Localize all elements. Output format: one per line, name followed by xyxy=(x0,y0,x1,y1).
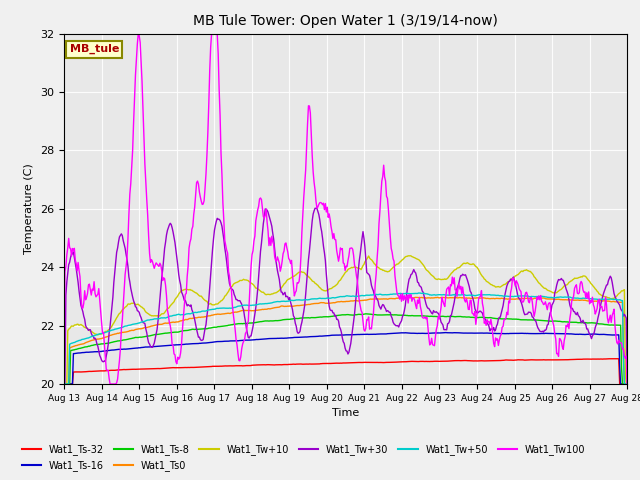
Wat1_Ts-16 xyxy=(315,333,323,339)
Line: Wat1_Ts-32: Wat1_Ts-32 xyxy=(64,359,627,384)
Wat1_Ts-16 xyxy=(205,340,212,346)
Line: Wat1_Tw+50: Wat1_Tw+50 xyxy=(64,293,627,384)
Wat1_Ts-32 xyxy=(436,359,444,364)
Wat1_Ts-16 xyxy=(60,381,68,387)
Wat1_Tw+50 xyxy=(415,290,422,296)
Wat1_Tw100 xyxy=(134,31,142,36)
Wat1_Ts-8 xyxy=(437,313,445,319)
Wat1_Tw+50 xyxy=(60,381,68,387)
Wat1_Tw+10 xyxy=(623,381,631,387)
Wat1_Ts0 xyxy=(205,313,212,319)
Wat1_Ts0 xyxy=(433,294,441,300)
Wat1_Ts-32 xyxy=(484,358,492,364)
Wat1_Tw+30 xyxy=(316,216,324,222)
Wat1_Tw100 xyxy=(206,67,214,73)
Wat1_Tw100 xyxy=(623,381,631,387)
Line: Wat1_Tw+10: Wat1_Tw+10 xyxy=(64,256,627,384)
Wat1_Tw+30 xyxy=(311,205,319,211)
Wat1_Tw100 xyxy=(393,289,401,295)
Wat1_Ts-16 xyxy=(160,343,168,349)
Wat1_Ts-32 xyxy=(315,361,323,367)
Wat1_Ts-16 xyxy=(485,330,493,336)
Wat1_Tw+10 xyxy=(205,301,212,307)
Text: MB_tule: MB_tule xyxy=(70,44,119,54)
Wat1_Tw+10 xyxy=(406,253,414,259)
Wat1_Tw+50 xyxy=(205,307,212,313)
Wat1_Ts-8 xyxy=(362,311,370,317)
Wat1_Ts-32 xyxy=(623,381,631,387)
Wat1_Tw+10 xyxy=(60,381,68,387)
Line: Wat1_Tw+30: Wat1_Tw+30 xyxy=(64,208,627,384)
Line: Wat1_Ts0: Wat1_Ts0 xyxy=(64,297,627,384)
Wat1_Ts0 xyxy=(437,295,445,300)
Wat1_Tw+30 xyxy=(393,323,401,329)
Wat1_Tw+10 xyxy=(392,262,400,268)
Wat1_Ts-16 xyxy=(436,330,444,336)
Wat1_Ts0 xyxy=(160,321,168,326)
Wat1_Ts-8 xyxy=(205,325,212,331)
Line: Wat1_Ts-8: Wat1_Ts-8 xyxy=(64,314,627,384)
Wat1_Ts0 xyxy=(623,381,631,387)
Wat1_Tw100 xyxy=(485,319,493,324)
Wat1_Tw+50 xyxy=(160,315,168,321)
Title: MB Tule Tower: Open Water 1 (3/19/14-now): MB Tule Tower: Open Water 1 (3/19/14-now… xyxy=(193,14,498,28)
Wat1_Ts-8 xyxy=(623,381,631,387)
Wat1_Ts-32 xyxy=(611,356,619,361)
Wat1_Ts-8 xyxy=(60,381,68,387)
Wat1_Tw+30 xyxy=(205,297,212,303)
Wat1_Ts-16 xyxy=(392,330,400,336)
Wat1_Tw+10 xyxy=(315,284,323,289)
Wat1_Tw+30 xyxy=(437,319,445,325)
Wat1_Ts-8 xyxy=(485,315,493,321)
Wat1_Ts-8 xyxy=(315,314,323,320)
Wat1_Ts0 xyxy=(485,296,493,301)
Wat1_Ts-8 xyxy=(393,312,401,318)
Wat1_Tw100 xyxy=(60,381,68,387)
Legend: Wat1_Ts-32, Wat1_Ts-16, Wat1_Ts-8, Wat1_Ts0, Wat1_Tw+10, Wat1_Tw+30, Wat1_Tw+50,: Wat1_Ts-32, Wat1_Ts-16, Wat1_Ts-8, Wat1_… xyxy=(18,441,589,475)
Wat1_Tw100 xyxy=(161,276,168,282)
Y-axis label: Temperature (C): Temperature (C) xyxy=(24,163,35,254)
Wat1_Ts-32 xyxy=(60,381,68,387)
Wat1_Ts0 xyxy=(392,296,400,301)
Wat1_Tw+10 xyxy=(485,280,493,286)
Wat1_Ts-32 xyxy=(160,365,168,371)
Wat1_Tw+30 xyxy=(60,381,68,387)
Line: Wat1_Ts-16: Wat1_Ts-16 xyxy=(64,333,627,384)
Wat1_Tw100 xyxy=(437,305,445,311)
Wat1_Tw+30 xyxy=(160,256,168,262)
Wat1_Ts0 xyxy=(60,381,68,387)
Wat1_Tw+30 xyxy=(485,324,493,329)
Wat1_Ts-32 xyxy=(392,359,400,365)
Wat1_Ts-16 xyxy=(623,381,631,387)
Wat1_Ts-8 xyxy=(160,330,168,336)
X-axis label: Time: Time xyxy=(332,408,359,418)
Wat1_Tw+50 xyxy=(392,291,400,297)
Wat1_Tw+50 xyxy=(485,292,493,298)
Wat1_Tw+30 xyxy=(623,381,631,387)
Wat1_Tw+50 xyxy=(437,292,445,298)
Line: Wat1_Tw100: Wat1_Tw100 xyxy=(64,34,627,384)
Wat1_Tw100 xyxy=(316,200,324,205)
Wat1_Tw+50 xyxy=(623,381,631,387)
Wat1_Tw+10 xyxy=(160,311,168,316)
Wat1_Tw+10 xyxy=(437,276,445,282)
Wat1_Ts-16 xyxy=(442,330,449,336)
Wat1_Ts0 xyxy=(315,300,323,306)
Wat1_Tw+50 xyxy=(315,296,323,301)
Wat1_Ts-32 xyxy=(205,364,212,370)
